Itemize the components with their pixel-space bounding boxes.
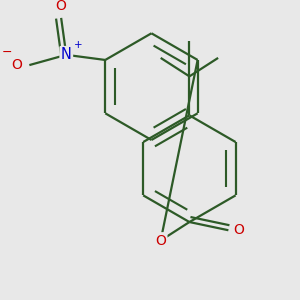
Text: O: O <box>56 0 67 13</box>
Text: +: + <box>74 40 82 50</box>
Text: O: O <box>12 58 22 72</box>
Text: N: N <box>61 47 72 62</box>
Text: O: O <box>233 223 244 237</box>
Text: −: − <box>2 46 12 59</box>
Text: O: O <box>155 233 166 248</box>
